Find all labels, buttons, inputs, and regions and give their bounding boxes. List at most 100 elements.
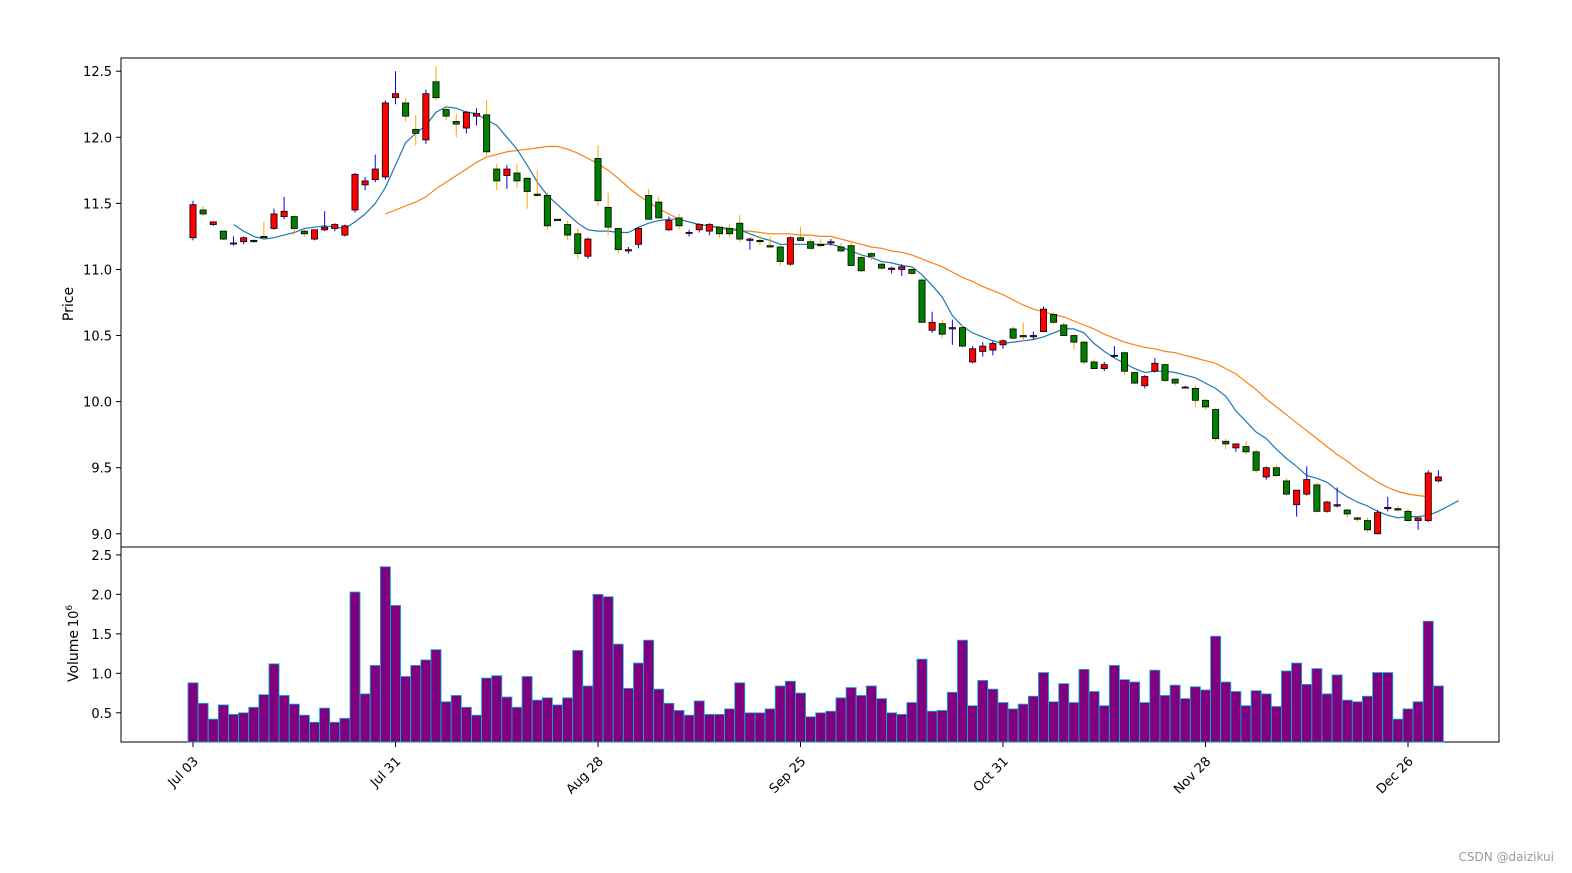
candle-body (493, 168, 501, 182)
volume-bar (430, 649, 442, 743)
volume-bar (288, 703, 300, 743)
candle-body (472, 113, 480, 117)
volume-bar (1412, 701, 1424, 743)
volume-bar (329, 721, 341, 743)
candle-body (1293, 489, 1301, 506)
candle-body (523, 177, 531, 192)
candle-body (918, 279, 926, 323)
volume-bar (1038, 672, 1049, 743)
candle-body (797, 237, 805, 241)
candle-body (938, 323, 946, 335)
candle-body (1364, 520, 1372, 531)
price-y-tick-label: 9.5 (91, 462, 112, 477)
volume-bar (1108, 665, 1120, 743)
candle-body (543, 195, 551, 227)
volume-bar (228, 713, 239, 743)
volume-bar (734, 682, 746, 743)
x-tick-label: Jul 31 (367, 754, 404, 791)
volume-bar (541, 697, 553, 743)
candle-body (564, 224, 572, 236)
candle-body (442, 109, 450, 117)
volume-bar (1210, 635, 1222, 743)
volume-bar (369, 665, 381, 743)
volume-bar (683, 714, 695, 743)
candle-body (462, 111, 470, 129)
volume-bar (1048, 701, 1060, 743)
volume-bar (977, 680, 989, 743)
candle-body (1080, 341, 1088, 363)
volume-bar (805, 716, 817, 743)
volume-bar (1230, 691, 1242, 743)
volume-bar (693, 700, 705, 743)
candle-body (513, 172, 521, 182)
volume-y-tick-label: 2.5 (91, 549, 112, 564)
volume-bar (865, 685, 877, 743)
candle-body (726, 228, 734, 235)
volume-bar (926, 710, 938, 743)
volume-bar (886, 712, 898, 743)
candle-body (240, 237, 248, 243)
candle-body (1394, 508, 1402, 511)
volume-bar (491, 675, 503, 743)
candle-body (837, 246, 845, 252)
candle-body (1353, 517, 1361, 520)
volume-bar (298, 714, 310, 743)
candle-body (219, 230, 227, 240)
candle-body (1262, 467, 1270, 478)
volume-bar (1119, 679, 1130, 743)
volume-bar (592, 593, 604, 743)
volume-bar (319, 707, 331, 743)
volume-bar (1281, 670, 1292, 743)
candle-body (381, 102, 389, 178)
candle-body (422, 93, 430, 141)
candle-body (827, 241, 835, 244)
volume-bar (876, 698, 887, 743)
candle-body (1171, 378, 1179, 384)
volume-bar (379, 566, 391, 743)
price-y-tick-label: 9.0 (91, 528, 112, 543)
volume-bar (238, 712, 250, 743)
volume-bar (410, 665, 422, 743)
candle-body (1404, 510, 1412, 521)
volume-bar (1139, 702, 1151, 743)
candle-body (584, 238, 592, 257)
volume-bar (1422, 620, 1434, 743)
candle-body (817, 243, 825, 247)
price-y-tick-label: 11.0 (83, 263, 112, 278)
volume-bar (643, 639, 655, 743)
volume-bar (896, 713, 908, 743)
candle-body (635, 228, 643, 245)
volume-bar (1402, 708, 1414, 743)
volume-bar (835, 697, 847, 743)
candle-body (1222, 440, 1230, 445)
volume-bar (653, 688, 665, 743)
candle-body (1040, 308, 1048, 332)
volume-bar (268, 663, 280, 743)
volume-bar (754, 712, 766, 743)
x-tick-label: Aug 28 (564, 754, 607, 797)
volume-bar (1017, 703, 1029, 743)
volume-bar (1260, 693, 1272, 743)
candle-body (655, 201, 663, 219)
candle-body (878, 263, 886, 269)
candle-body (331, 224, 339, 229)
volume-bar (845, 687, 857, 743)
x-tick-label: Sep 25 (767, 754, 810, 797)
candle-body (361, 180, 369, 186)
volume-bar (663, 702, 675, 743)
volume-bar (248, 706, 260, 743)
candle-body (321, 226, 329, 231)
volume-bar (1291, 662, 1303, 743)
volume-bar (957, 639, 968, 743)
x-tick-label: Oct 31 (971, 754, 1012, 795)
volume-bar (187, 682, 199, 743)
price-y-tick-label: 10.5 (83, 330, 112, 345)
candle-body (604, 206, 612, 228)
candle-body (310, 229, 318, 240)
volume-bar (197, 702, 209, 743)
candle-body (1151, 362, 1159, 372)
volume-bar (1321, 693, 1333, 743)
ma-long-line (385, 145, 1429, 498)
candle-body (969, 348, 977, 363)
candle-body (989, 343, 997, 351)
